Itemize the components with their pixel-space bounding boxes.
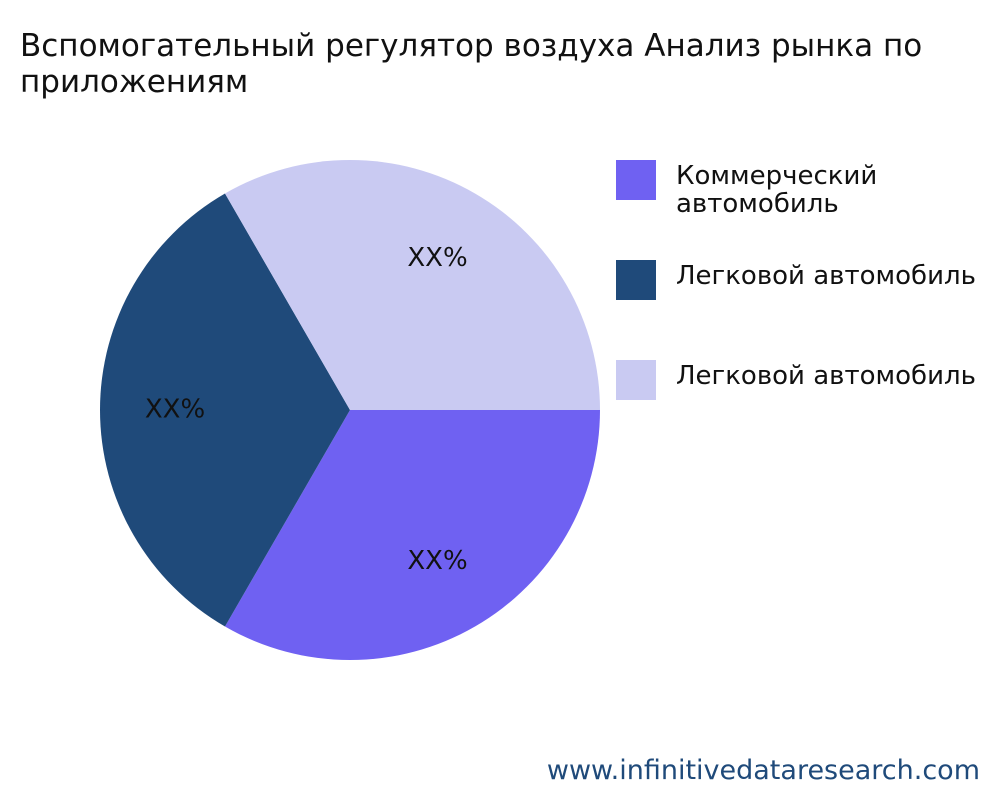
source: www.infinitivedataresearch.com	[546, 755, 980, 786]
pie-slice	[225, 410, 600, 660]
chart-title: Вспомогательный регулятор воздуха Анализ…	[20, 28, 923, 100]
legend-label: Коммерческий автомобиль	[676, 161, 878, 219]
legend-swatch	[616, 160, 656, 200]
legend-item: Легковой автомобиль	[616, 360, 1000, 460]
legend-item: Легковой автомобиль	[616, 260, 1000, 360]
legend: Коммерческий автомобиль Легковой автомоби…	[616, 160, 1000, 460]
legend-label: Легковой автомобиль	[676, 361, 976, 391]
legend-label: Легковой автомобиль	[676, 261, 976, 291]
legend-item: Коммерческий автомобиль	[616, 160, 1000, 260]
data-label: XX%	[407, 243, 467, 273]
data-label: XX%	[145, 395, 205, 425]
legend-swatch	[616, 360, 656, 400]
pie-slice	[225, 160, 600, 410]
data-label: XX%	[407, 546, 467, 576]
legend-swatch	[616, 260, 656, 300]
